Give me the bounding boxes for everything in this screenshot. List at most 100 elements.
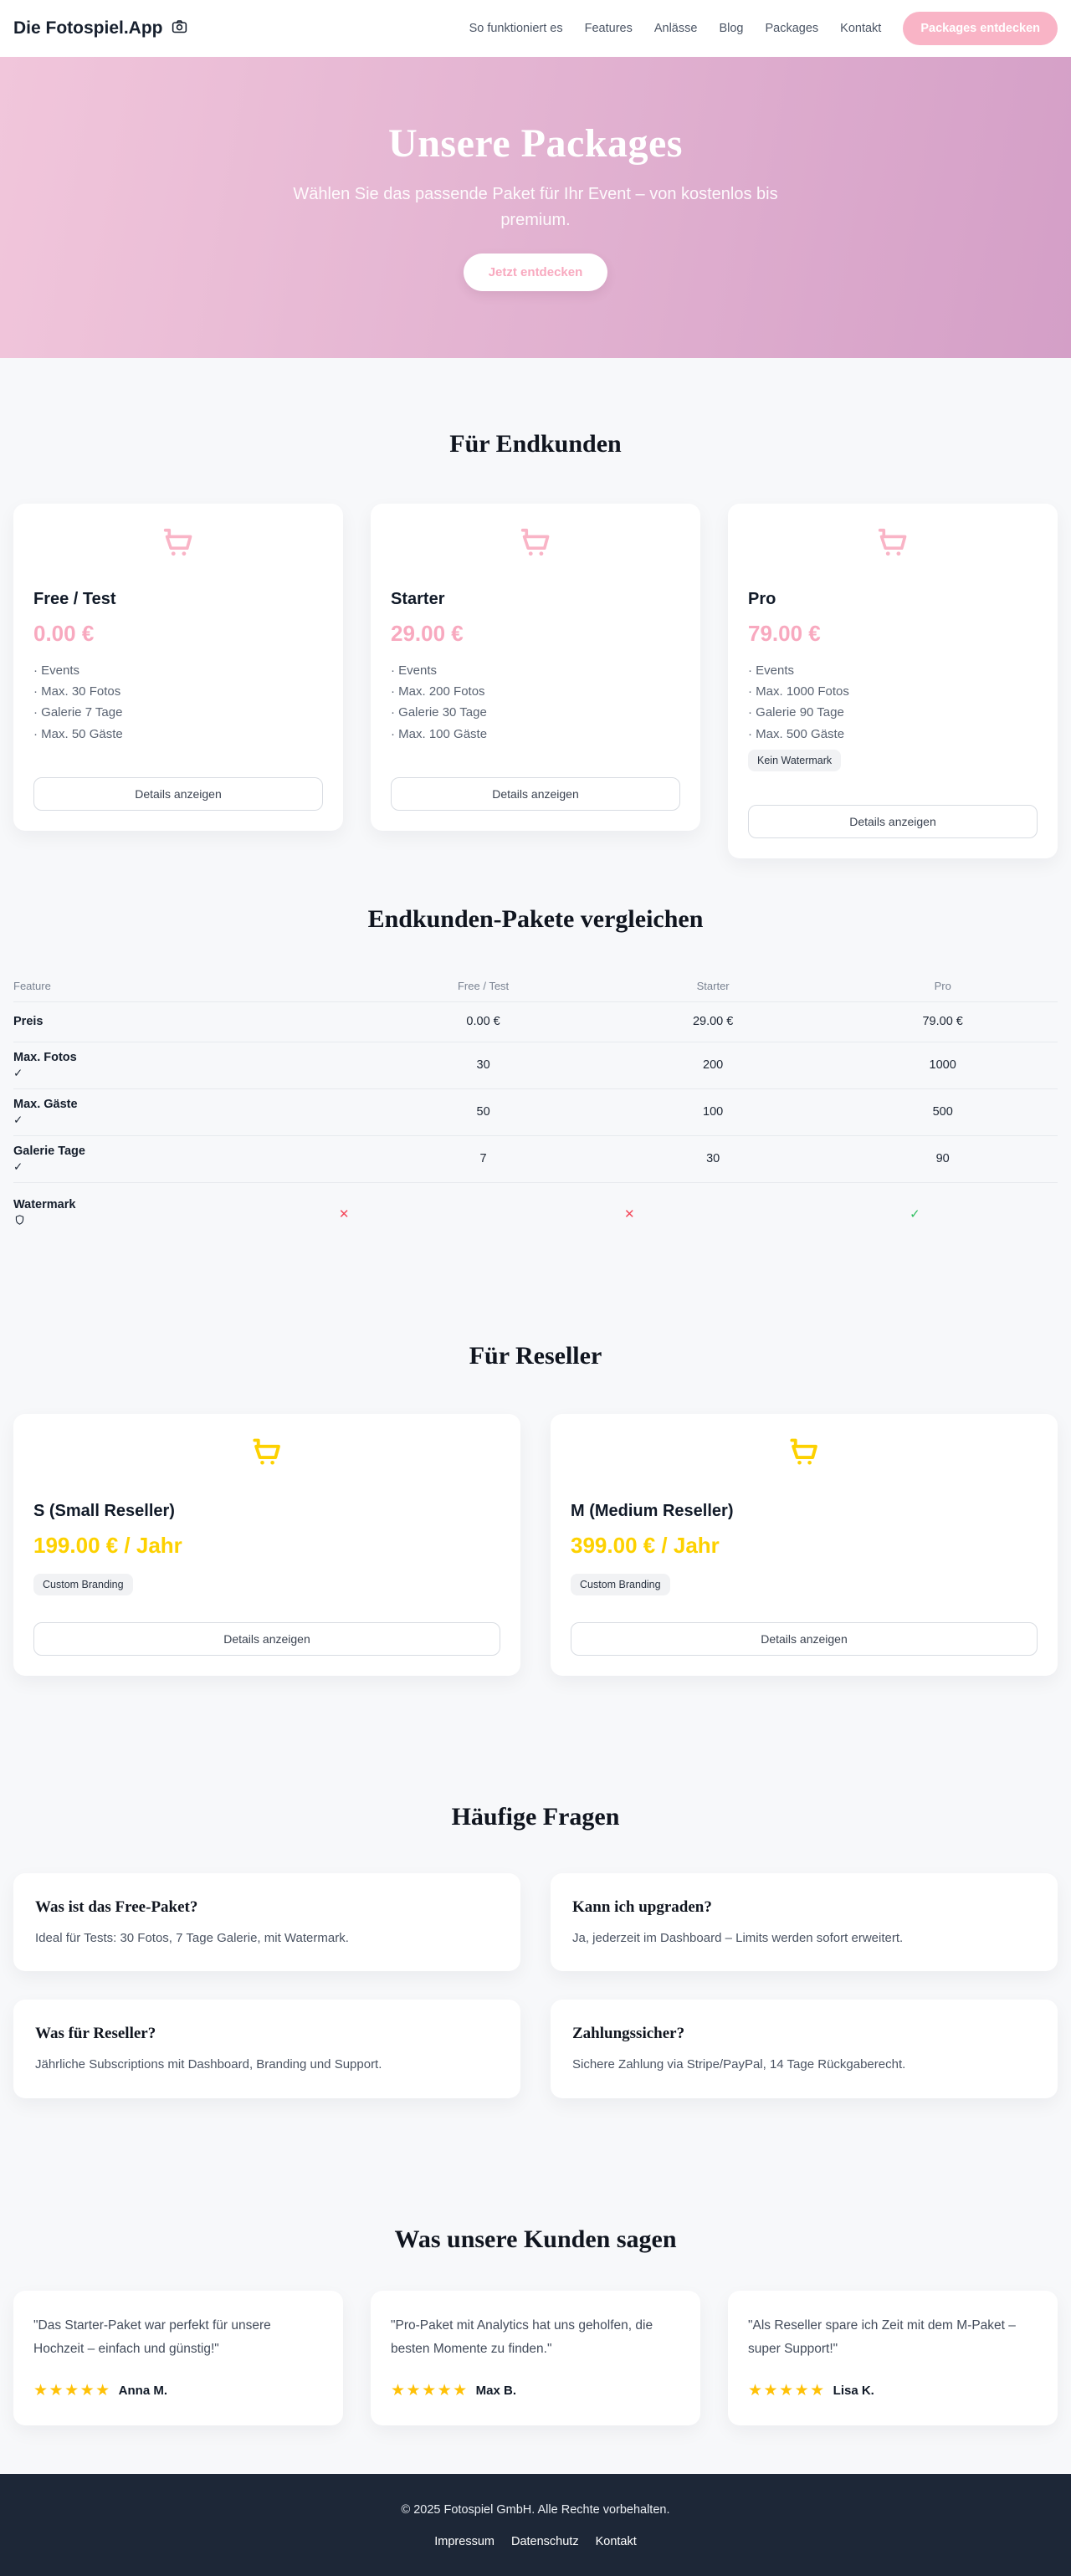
table-cell: 200 (703, 1058, 724, 1073)
cart-icon (786, 1436, 822, 1477)
star-rating-icon: ★★★★★ (391, 2381, 469, 2399)
shield-icon (13, 1214, 202, 1229)
package-price: 399.00 € / Jahr (571, 1532, 720, 1558)
details-anzeigen-button[interactable]: Details anzeigen (748, 804, 1038, 838)
packages-entdecken-button[interactable]: Packages entdecken (903, 12, 1058, 45)
table-cell: 30 (476, 1058, 490, 1073)
table-header-row: Feature Free / Test Starter Pro (13, 970, 1058, 1002)
details-anzeigen-button[interactable]: Details anzeigen (571, 1621, 1038, 1656)
customer-name: Max B. (475, 2383, 517, 2398)
package-name: Free / Test (33, 590, 116, 608)
details-anzeigen-button[interactable]: Details anzeigen (33, 1621, 500, 1656)
row-label: Galerie Tage (13, 1144, 85, 1158)
nav-link-packages[interactable]: Packages (765, 22, 819, 35)
faq-question: Was ist das Free-Paket? (35, 1897, 198, 1916)
testimonial-quote: "Als Reseller spare ich Zeit mit dem M-P… (748, 2317, 1016, 2356)
package-badge: Kein Watermark (748, 749, 842, 771)
faq-answer: Jährliche Subscriptions mit Dashboard, B… (35, 2057, 382, 2072)
pricing-card-pro: Pro 79.00 € Events Max. 1000 Fotos Galer… (728, 504, 1058, 858)
nav-link-kontakt[interactable]: Kontakt (840, 22, 882, 35)
main-nav: So funktioniert es Features Anlässe Blog… (469, 12, 1058, 45)
customer-name: Lisa K. (833, 2383, 874, 2398)
logo-text: Die Fotospiel.App (13, 18, 163, 38)
nav-link-blog[interactable]: Blog (719, 22, 744, 35)
section-reseller: Für Reseller S (Small Reseller) 199.00 €… (0, 1245, 1071, 1676)
comparison-table: Feature Free / Test Starter Pro Preis 0.… (13, 970, 1058, 1245)
feature-item: Max. 100 Gäste (391, 724, 680, 745)
feature-item: Galerie 7 Tage (33, 702, 323, 723)
column-header-starter: Starter (696, 979, 730, 992)
table-cell: 29.00 € (692, 1015, 734, 1029)
table-cell: 79.00 € (922, 1015, 963, 1029)
footer-link-datenschutz[interactable]: Datenschutz (510, 2534, 579, 2548)
star-rating-icon: ★★★★★ (748, 2381, 826, 2399)
package-price: 199.00 € / Jahr (33, 1532, 182, 1558)
column-header-feature: Feature (13, 979, 51, 992)
package-price: 29.00 € (391, 621, 464, 646)
column-header-pro: Pro (934, 979, 951, 992)
package-features: Events Max. 200 Fotos Galerie 30 Tage Ma… (391, 660, 680, 777)
package-badge: Custom Branding (571, 1573, 670, 1595)
star-rating-icon: ★★★★★ (33, 2381, 111, 2399)
reseller-card-s: S (Small Reseller) 199.00 € / Jahr Custo… (13, 1413, 520, 1676)
package-name: Pro (748, 590, 776, 608)
testimonial-quote: "Das Starter-Paket war perfekt für unser… (33, 2317, 271, 2356)
nav-link-anlaesse[interactable]: Anlässe (653, 22, 698, 35)
table-cell: 1000 (929, 1058, 956, 1073)
package-price: 79.00 € (748, 621, 821, 646)
testimonial-cards: "Das Starter-Paket war perfekt für unser… (13, 2290, 1058, 2425)
comparison-section: Endkunden-Pakete vergleichen Feature Fre… (13, 905, 1058, 1245)
section-endkunden: Für Endkunden Free / Test 0.00 € Events … (0, 358, 1071, 1245)
cart-icon (249, 1436, 285, 1477)
table-row-max-gaeste: Max. Gäste ✓ 50 100 500 (13, 1089, 1058, 1136)
footer-links: Impressum Datenschutz Kontakt (0, 2535, 1071, 2548)
customer-name: Anna M. (118, 2383, 168, 2398)
table-row-galerie-tage: Galerie Tage ✓ 7 30 90 (13, 1136, 1058, 1183)
cross-icon: ✕ (623, 1206, 635, 1221)
row-label: Watermark (13, 1198, 76, 1212)
testimonial-card: "Pro-Paket mit Analytics hat uns geholfe… (371, 2290, 700, 2425)
nav-link-so-funktioniert-es[interactable]: So funktioniert es (469, 22, 563, 35)
feature-item: Max. 30 Fotos (33, 681, 323, 702)
endkunden-title: Für Endkunden (449, 430, 622, 458)
jetzt-entdecken-button[interactable]: Jetzt entdecken (463, 254, 608, 291)
faq-card: Kann ich upgraden? Ja, jederzeit im Dash… (551, 1872, 1058, 1972)
faq-question: Was für Reseller? (35, 2025, 156, 2043)
hero-section: Unsere Packages Wählen Sie das passende … (0, 57, 1071, 358)
faq-card: Zahlungssicher? Sichere Zahlung via Stri… (551, 2000, 1058, 2098)
details-anzeigen-button[interactable]: Details anzeigen (33, 777, 323, 811)
cart-icon (874, 525, 912, 568)
faq-card: Was für Reseller? Jährliche Subscription… (13, 2000, 520, 2098)
check-icon: ✓ (13, 1066, 23, 1079)
package-features: Events Max. 1000 Fotos Galerie 90 Tage M… (748, 660, 1038, 745)
details-anzeigen-button[interactable]: Details anzeigen (391, 777, 680, 811)
check-icon: ✓ (13, 1160, 23, 1173)
package-name: M (Medium Reseller) (571, 1501, 734, 1520)
site-header: Die Fotospiel.App So funktioniert es Fea… (0, 0, 1071, 57)
faq-answer: Ideal für Tests: 30 Fotos, 7 Tage Galeri… (35, 1930, 349, 1945)
column-header-free-test: Free / Test (457, 979, 510, 992)
package-price: 0.00 € (33, 621, 95, 646)
testimonials-title: Was unsere Kunden sagen (394, 2225, 677, 2253)
footer-link-impressum[interactable]: Impressum (434, 2534, 495, 2548)
faq-card: Was ist das Free-Paket? Ideal für Tests:… (13, 1872, 520, 1972)
package-name: Starter (391, 590, 445, 608)
table-row-watermark: Watermark ✕ ✕ ✓ (13, 1183, 1058, 1245)
testimonial-card: "Das Starter-Paket war perfekt für unser… (13, 2290, 343, 2425)
feature-item: Events (748, 660, 1038, 681)
feature-item: Max. 1000 Fotos (748, 681, 1038, 702)
table-cell: 30 (706, 1152, 720, 1166)
table-cell: 90 (935, 1152, 950, 1166)
hero-title: Unsere Packages (388, 121, 683, 166)
section-faq: Häufige Fragen Was ist das Free-Paket? I… (0, 1676, 1071, 2098)
footer-link-kontakt[interactable]: Kontakt (595, 2534, 637, 2548)
nav-link-features[interactable]: Features (584, 22, 633, 35)
site-footer: © 2025 Fotospiel GmbH. Alle Rechte vorbe… (0, 2473, 1071, 2576)
row-label: Max. Gäste (13, 1097, 78, 1111)
camera-icon (171, 18, 188, 40)
feature-item: Galerie 90 Tage (748, 702, 1038, 723)
package-badge: Custom Branding (33, 1573, 133, 1595)
endkunden-cards: Free / Test 0.00 € Events Max. 30 Fotos … (13, 504, 1058, 858)
table-row-max-fotos: Max. Fotos ✓ 30 200 1000 (13, 1042, 1058, 1089)
reseller-cards: S (Small Reseller) 199.00 € / Jahr Custo… (13, 1413, 1058, 1676)
